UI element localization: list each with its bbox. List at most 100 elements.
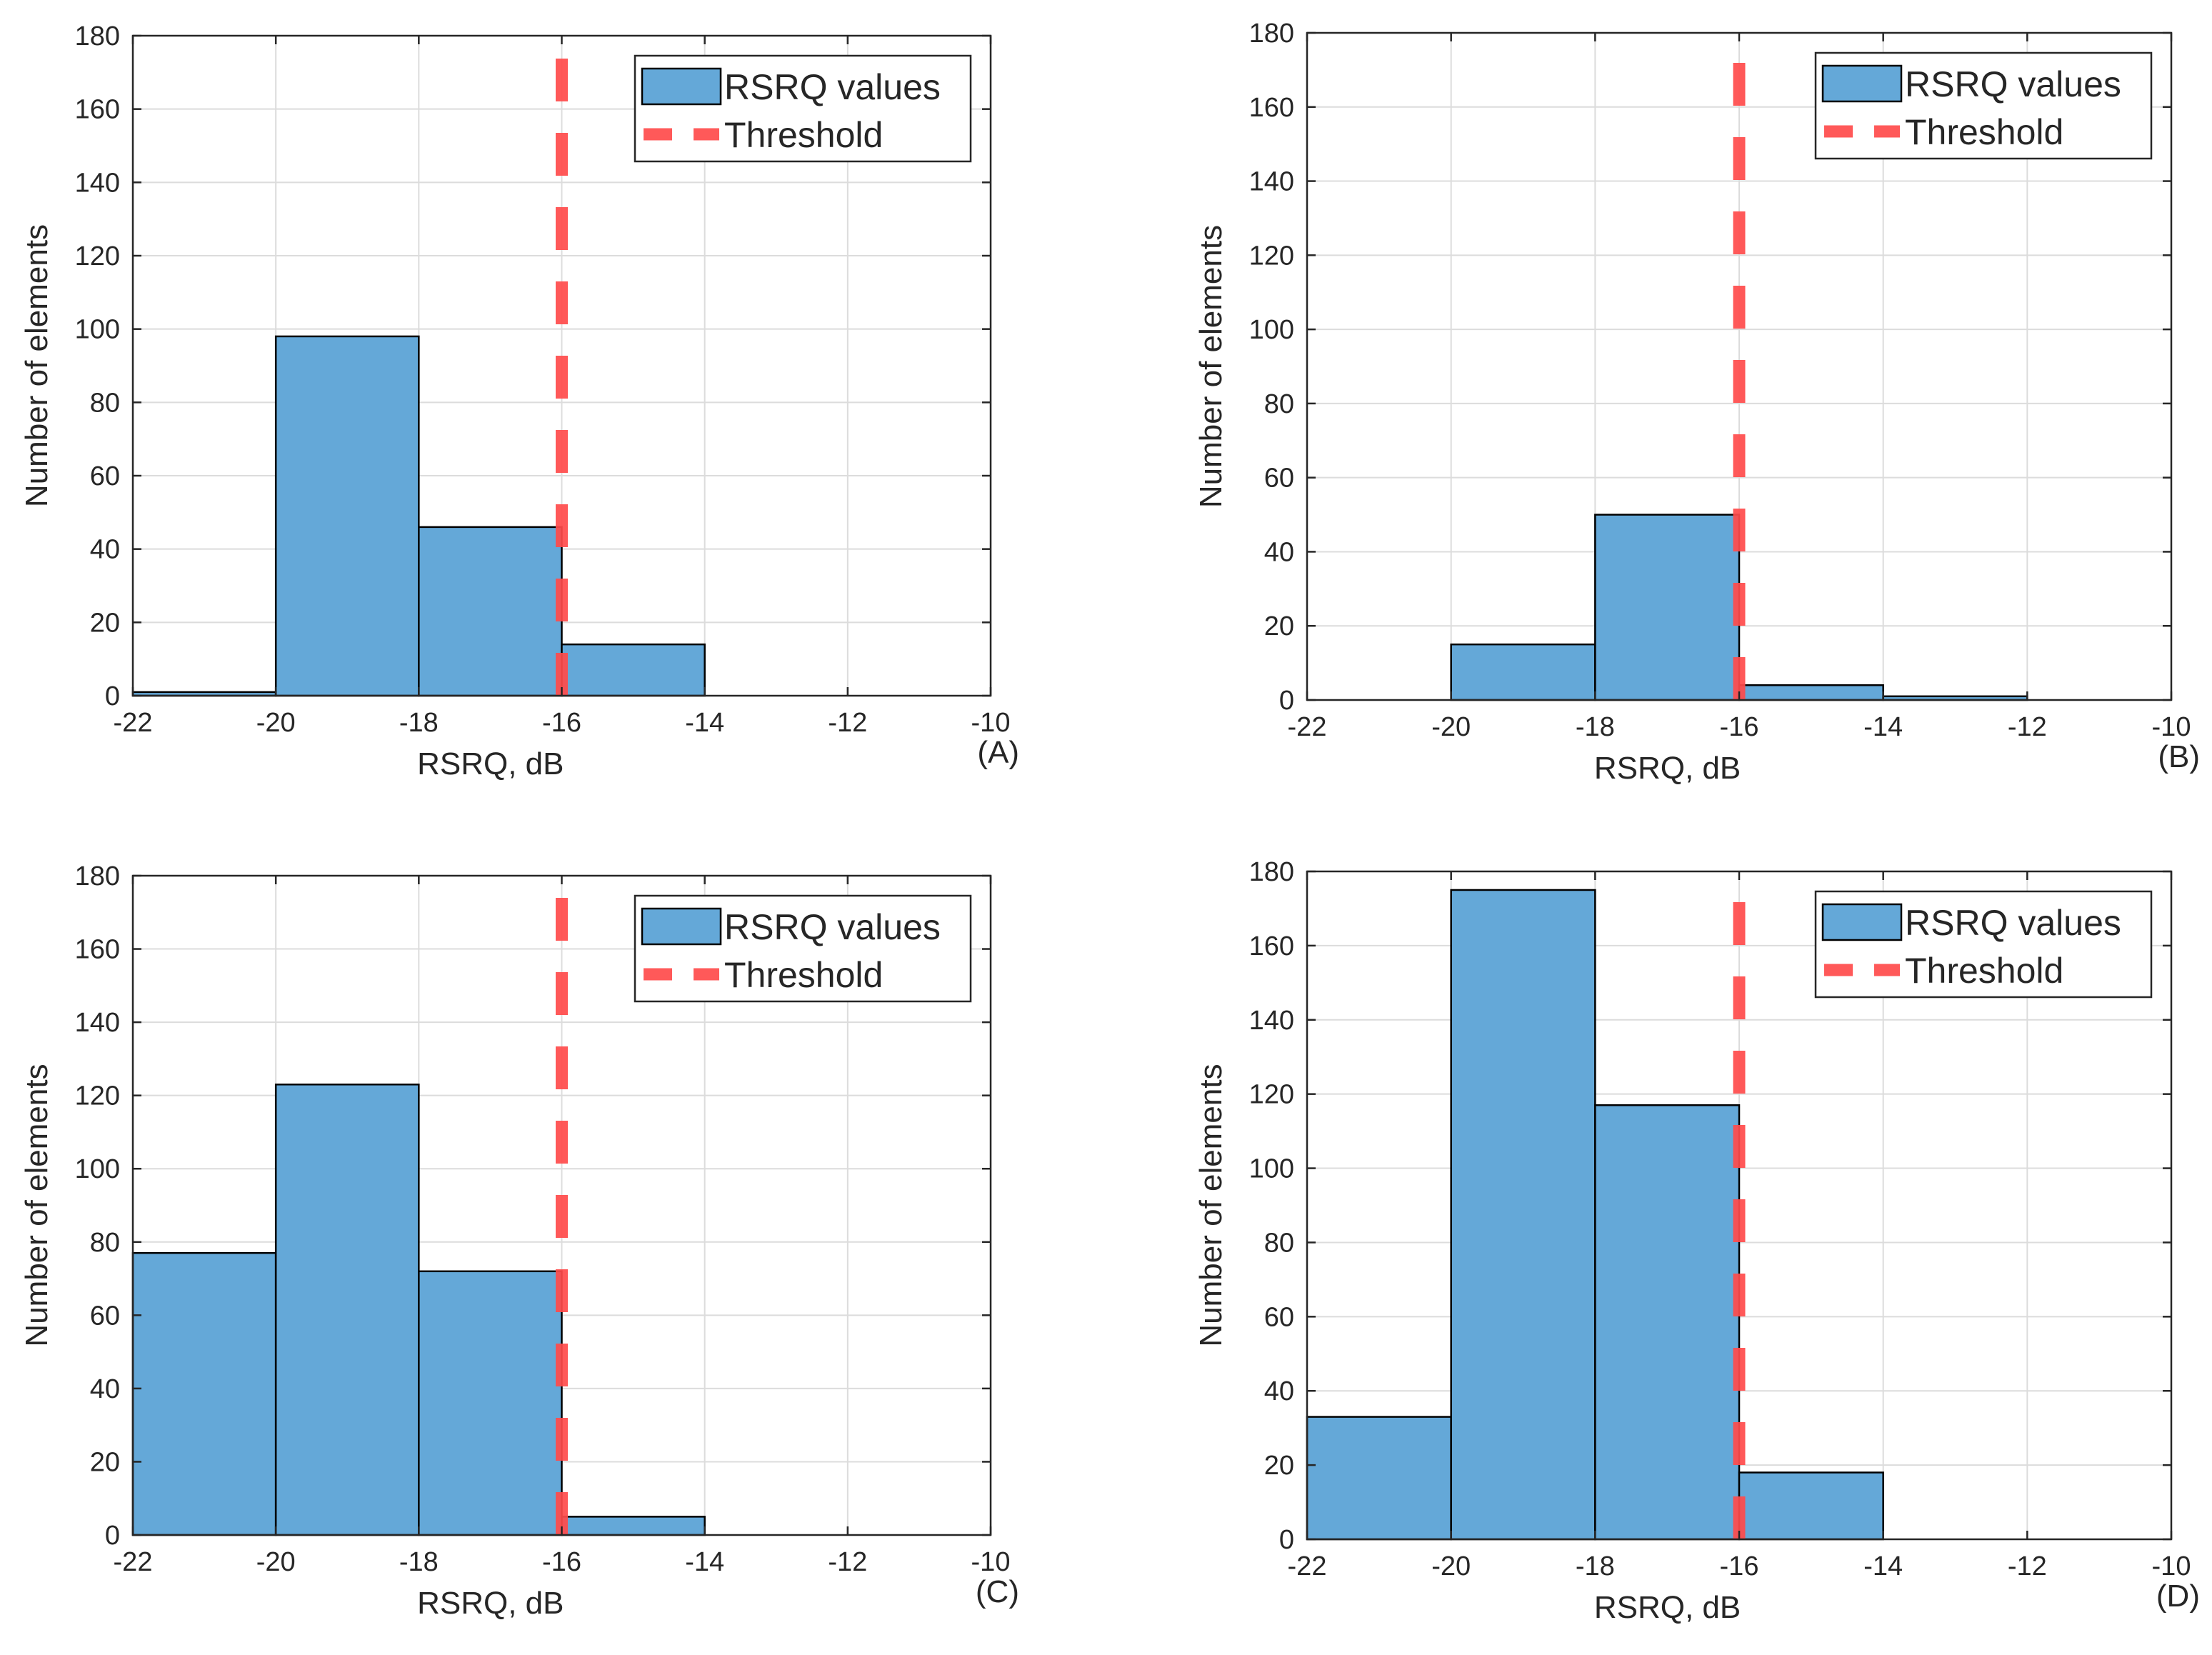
y-axis-label: Number of elements xyxy=(19,1064,54,1346)
y-tick-label: 40 xyxy=(1264,537,1294,567)
y-tick-label: 60 xyxy=(1264,464,1294,494)
y-axis-label: Number of elements xyxy=(1193,1064,1228,1346)
y-tick-label: 80 xyxy=(90,388,120,418)
x-tick-label: -12 xyxy=(2008,1551,2047,1581)
histogram-bar xyxy=(418,526,563,697)
x-tick-label: -14 xyxy=(685,708,724,738)
y-tick-label: 80 xyxy=(90,1228,120,1258)
histogram-panel: -22 -20 -18 -16 -14 -12 -10 0 20 40 60 80 100 120 140 1… xyxy=(1193,857,2200,1625)
x-tick-label: -18 xyxy=(399,1547,439,1577)
x-tick-label: -20 xyxy=(256,708,296,738)
legend-label: Threshold xyxy=(1905,951,2063,991)
panel-tag: (C) xyxy=(976,1574,1019,1609)
x-tick-label: -22 xyxy=(1288,1551,1327,1581)
y-tick-label: 120 xyxy=(75,1081,120,1111)
y-tick-label: 140 xyxy=(1249,167,1294,197)
histogram-bar xyxy=(274,1084,420,1536)
y-tick-label: 80 xyxy=(1264,389,1294,419)
x-tick-label: -10 xyxy=(2152,1551,2191,1581)
legend-swatch-bar xyxy=(641,907,722,946)
y-tick-label: 0 xyxy=(105,1521,120,1551)
legend: RSRQ values Threshold xyxy=(1814,890,2153,999)
legend-swatch-bar xyxy=(641,67,722,106)
x-tick-label: -18 xyxy=(1576,712,1615,742)
y-tick-label: 20 xyxy=(1264,611,1294,641)
legend-label: Threshold xyxy=(724,955,883,995)
histogram-bar xyxy=(1450,643,1596,701)
y-tick-label: 160 xyxy=(1249,93,1294,123)
x-tick-label: -18 xyxy=(399,708,439,738)
y-tick-label: 180 xyxy=(75,21,120,51)
legend-label: RSRQ values xyxy=(1905,64,2121,104)
legend-swatch-bar xyxy=(1821,903,1903,941)
x-tick-label: -12 xyxy=(2008,712,2047,742)
y-tick-label: 40 xyxy=(90,1374,120,1404)
y-tick-label: 140 xyxy=(75,1008,120,1038)
legend-label: RSRQ values xyxy=(724,907,941,947)
legend: RSRQ values Threshold xyxy=(1814,51,2153,160)
x-tick-label: -16 xyxy=(1720,712,1759,742)
y-tick-label: 120 xyxy=(1249,241,1294,271)
x-tick-label: -22 xyxy=(1288,712,1327,742)
legend-label: Threshold xyxy=(1905,112,2063,152)
x-axis-label: RSRQ, dB xyxy=(417,746,564,781)
y-tick-label: 40 xyxy=(1264,1376,1294,1406)
y-tick-label: 60 xyxy=(90,1301,120,1331)
histogram-panel: -22 -20 -18 -16 -14 -12 -10 0 20 40 60 80 100 120 140 1… xyxy=(1193,19,2200,786)
histogram-panel: -22 -20 -18 -16 -14 -12 -10 0 20 40 60 80 100 120 140 1… xyxy=(19,21,1019,781)
x-tick-label: -12 xyxy=(828,1547,867,1577)
x-tick-label: -16 xyxy=(542,708,581,738)
y-tick-label: 140 xyxy=(75,168,120,198)
y-tick-label: 60 xyxy=(1264,1302,1294,1332)
x-tick-label: -20 xyxy=(1431,1551,1471,1581)
legend: RSRQ values Threshold xyxy=(634,894,972,1003)
histogram-bar xyxy=(131,1251,277,1536)
x-tick-label: -12 xyxy=(828,708,867,738)
x-tick-label: -20 xyxy=(256,1547,296,1577)
legend: RSRQ values Threshold xyxy=(634,54,972,163)
y-tick-label: 0 xyxy=(1279,686,1294,716)
y-tick-label: 20 xyxy=(90,1447,120,1477)
x-tick-label: -10 xyxy=(2152,712,2191,742)
x-tick-label: -14 xyxy=(1863,1551,1903,1581)
histogram-bar xyxy=(418,1270,563,1536)
x-axis-label: RSRQ, dB xyxy=(417,1586,564,1621)
x-tick-label: -10 xyxy=(971,708,1011,738)
y-tick-label: 120 xyxy=(1249,1080,1294,1110)
histogram-bar xyxy=(1738,1471,1884,1541)
x-tick-label: -22 xyxy=(114,1547,153,1577)
y-axis-label: Number of elements xyxy=(1193,225,1228,508)
y-tick-label: 100 xyxy=(75,315,120,345)
x-tick-label: -16 xyxy=(1720,1551,1759,1581)
y-tick-label: 0 xyxy=(105,681,120,711)
histogram-bar xyxy=(561,643,706,697)
y-tick-label: 160 xyxy=(75,95,120,125)
legend-label: RSRQ values xyxy=(724,67,941,107)
y-tick-label: 120 xyxy=(75,241,120,271)
x-tick-label: -10 xyxy=(971,1547,1011,1577)
histogram-bar xyxy=(1306,1416,1452,1541)
x-axis-label: RSRQ, dB xyxy=(1594,751,1741,786)
x-tick-label: -14 xyxy=(685,1547,724,1577)
histogram-bar xyxy=(1738,684,1884,701)
panel-tag: (B) xyxy=(2158,739,2200,774)
histogram-bar xyxy=(561,1516,706,1536)
legend-label: Threshold xyxy=(724,115,883,155)
x-tick-label: -14 xyxy=(1863,712,1903,742)
y-tick-label: 140 xyxy=(1249,1006,1294,1036)
y-tick-label: 20 xyxy=(90,608,120,638)
x-tick-label: -16 xyxy=(542,1547,581,1577)
y-tick-label: 20 xyxy=(1264,1451,1294,1481)
panel-tag: (D) xyxy=(2156,1579,2200,1614)
x-tick-label: -22 xyxy=(114,708,153,738)
y-tick-label: 80 xyxy=(1264,1228,1294,1258)
histogram-bar xyxy=(1450,889,1596,1541)
x-axis-label: RSRQ, dB xyxy=(1594,1590,1741,1625)
y-tick-label: 60 xyxy=(90,461,120,491)
histogram-bar xyxy=(274,335,420,697)
y-tick-label: 180 xyxy=(1249,19,1294,49)
y-axis-label: Number of elements xyxy=(19,224,54,507)
legend-label: RSRQ values xyxy=(1905,903,2121,943)
y-tick-label: 180 xyxy=(1249,857,1294,887)
